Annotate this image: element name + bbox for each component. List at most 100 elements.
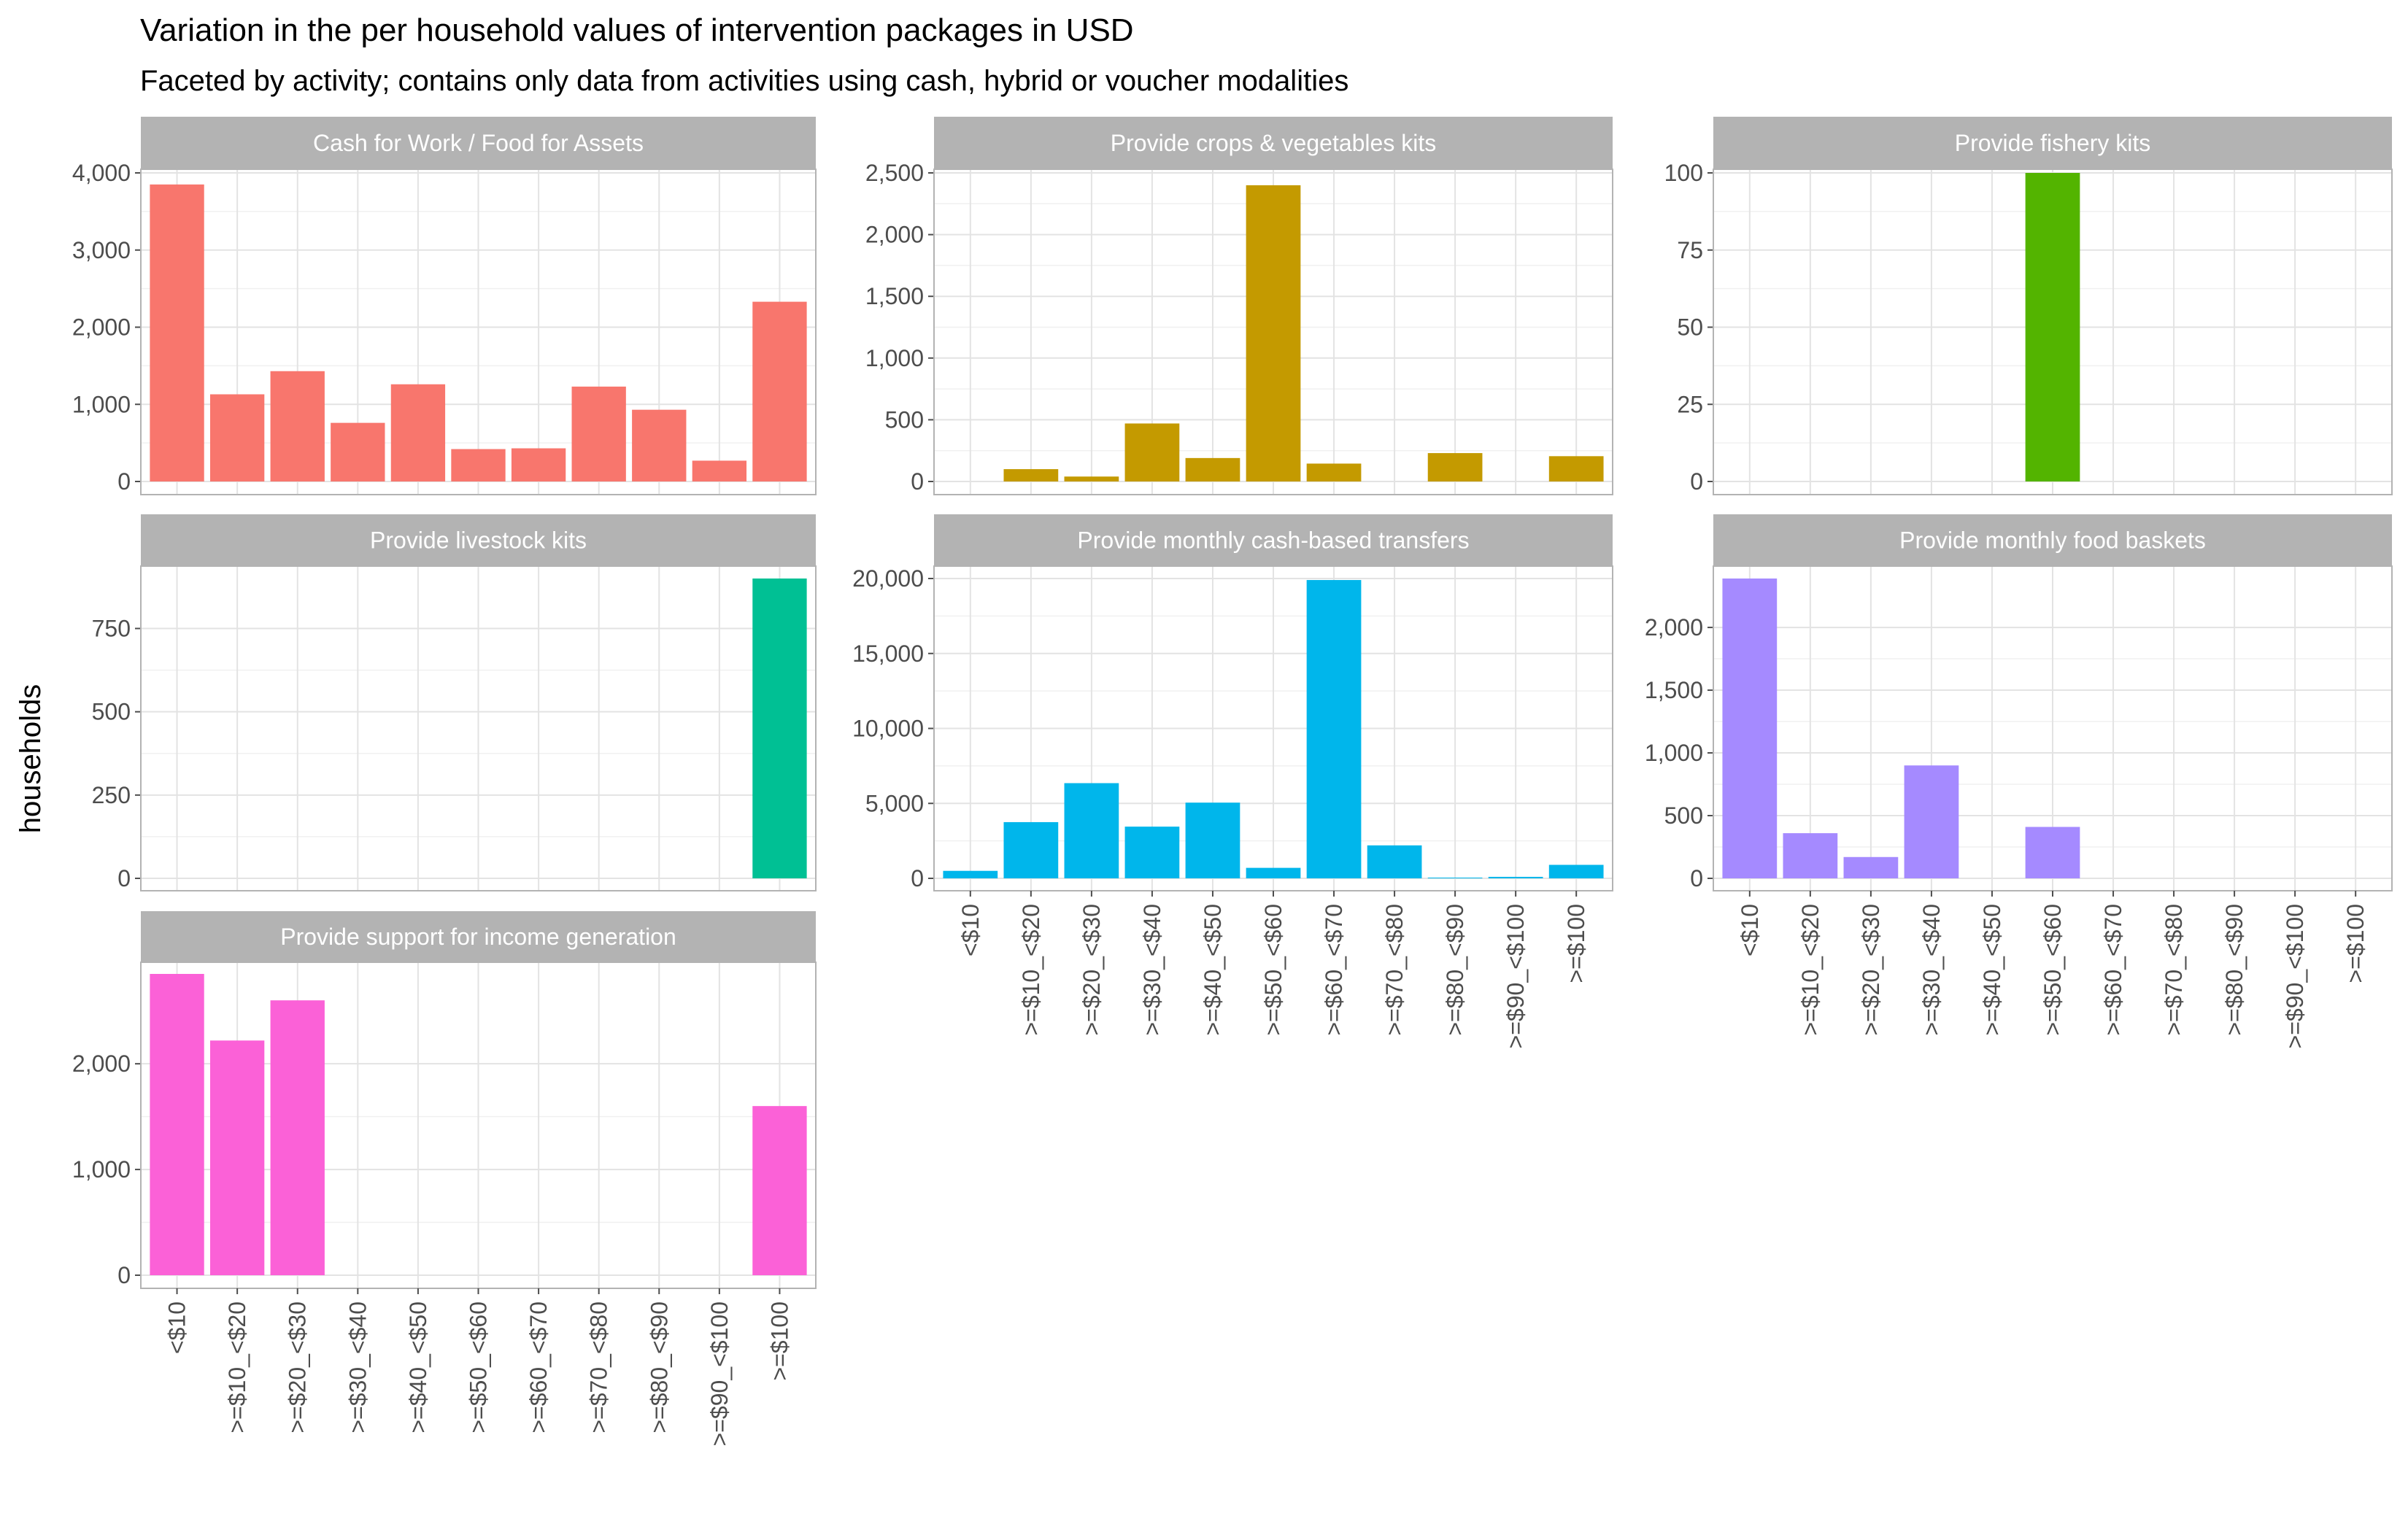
bar [1722, 579, 1778, 878]
x-tick-label: >=$70_<$80 [586, 1301, 612, 1434]
x-tick-label: >=$80_<$90 [1442, 904, 1468, 1036]
y-tick-label: 0 [1690, 468, 1703, 495]
x-tick-label: >=$90_<$100 [2282, 904, 2308, 1048]
panel-border [1713, 169, 2393, 495]
x-tick-label: >=$40_<$50 [405, 1301, 431, 1434]
y-tick-label: 10,000 [852, 716, 924, 742]
x-tick-label: <$10 [957, 904, 984, 956]
x-tick-label: >=$80_<$90 [646, 1301, 672, 1434]
y-tick-label: 500 [1664, 802, 1703, 829]
y-tick-label: 20,000 [852, 565, 924, 592]
y-tick-label: 500 [885, 406, 924, 433]
x-tick-label: >=$10_<$20 [1018, 904, 1044, 1036]
bar [1783, 833, 1838, 878]
bar [150, 184, 204, 482]
x-tick-label: >=$50_<$60 [1260, 904, 1286, 1036]
y-tick-label: 25 [1677, 391, 1703, 417]
x-tick-label: >=$70_<$80 [2161, 904, 2187, 1036]
x-tick-label: >=$20_<$30 [1858, 904, 1884, 1036]
x-tick-label: >=$10_<$20 [1797, 904, 1824, 1036]
panel-border [140, 169, 817, 495]
panel-border [933, 169, 1613, 495]
y-axis-label: households [15, 684, 47, 834]
x-tick-label: >=$100 [1563, 904, 1589, 983]
facet-panel: Cash for Work / Food for Assets 0 1,000 2,0… [72, 117, 817, 495]
bar [1064, 476, 1119, 481]
y-tick-label: 5,000 [865, 790, 924, 816]
y-tick-label: 750 [92, 616, 131, 642]
chart-title: Variation in the per household values of… [140, 12, 1134, 48]
facet-strip [934, 117, 1613, 169]
facet-panel: Provide support for income generation 0 1,… [72, 911, 817, 1446]
x-tick-label: >=$30_<$40 [1139, 904, 1165, 1036]
y-tick-label: 1,500 [1645, 677, 1703, 703]
facet-panel: Provide monthly food baskets 0 500 1,000 1,5… [1645, 514, 2393, 1048]
y-tick-label: 2,000 [72, 1051, 131, 1077]
bar [209, 394, 265, 481]
bar [1246, 867, 1301, 878]
x-tick-label: >=$50_<$60 [2040, 904, 2066, 1036]
x-tick-label: >=$40_<$50 [1979, 904, 2005, 1036]
facet-strip-label: Provide monthly food baskets [1899, 527, 2206, 554]
panel-border [140, 565, 817, 891]
x-tick-label: >=$50_<$60 [466, 1301, 492, 1434]
x-tick-label: >=$60_<$70 [525, 1301, 552, 1434]
bar [270, 371, 325, 481]
bar [331, 422, 385, 481]
facet-panels: Cash for Work / Food for Assets 0 1,000 2,0… [72, 117, 2393, 1446]
bar [1124, 423, 1180, 481]
y-tick-label: 2,000 [865, 222, 924, 248]
x-tick-label: >=$20_<$30 [1078, 904, 1105, 1036]
facet-strip [141, 514, 816, 566]
bar [1488, 876, 1543, 878]
x-tick-label: >=$100 [766, 1301, 792, 1381]
x-tick-label: >=$100 [2342, 904, 2369, 983]
bar [1548, 456, 1604, 481]
x-tick-label: >=$90_<$100 [1502, 904, 1529, 1048]
x-tick-label: >=$90_<$100 [706, 1301, 733, 1446]
y-tick-label: 0 [911, 468, 924, 495]
y-tick-label: 1,500 [865, 283, 924, 309]
bar [390, 384, 446, 481]
y-tick-label: 1,000 [72, 391, 131, 417]
facet-strip-label: Cash for Work / Food for Assets [313, 130, 644, 156]
y-tick-label: 3,000 [72, 237, 131, 263]
facet-panel: Provide livestock kits 0 250 500 750 [92, 514, 817, 891]
x-tick-label: >=$80_<$90 [2221, 904, 2247, 1036]
bar [1124, 827, 1180, 878]
x-tick-label: >=$30_<$40 [1918, 904, 1945, 1036]
facet-panel: Provide crops & vegetables kits 0 500 1,000… [865, 117, 1613, 495]
bar [943, 870, 998, 878]
facet-strip-label: Provide crops & vegetables kits [1111, 130, 1436, 156]
bar [1306, 463, 1362, 481]
y-tick-label: 0 [117, 468, 131, 495]
y-tick-label: 250 [92, 782, 131, 808]
bar [571, 386, 626, 481]
y-tick-label: 1,000 [72, 1156, 131, 1183]
y-tick-label: 2,000 [72, 314, 131, 341]
x-tick-label: >=$20_<$30 [285, 1301, 311, 1434]
bar [1427, 453, 1483, 481]
bar [1843, 856, 1899, 878]
y-tick-label: 500 [92, 699, 131, 725]
bar [451, 449, 506, 481]
y-tick-label: 0 [117, 1262, 131, 1288]
facet-strip [1713, 117, 2392, 169]
bar [752, 1106, 807, 1275]
bar [752, 301, 807, 481]
facet-panel: Provide monthly cash-based transfers 0 5,0… [852, 514, 1613, 1048]
facet-panel: Provide fishery kits 0 25 50 75 100 [1664, 117, 2393, 495]
y-tick-label: 50 [1677, 314, 1703, 341]
bar [209, 1040, 265, 1275]
x-tick-label: >=$60_<$70 [1321, 904, 1347, 1036]
y-tick-label: 2,000 [1645, 614, 1703, 641]
bar [1185, 457, 1240, 481]
x-tick-label: >=$30_<$40 [344, 1301, 371, 1434]
y-tick-label: 4,000 [72, 160, 131, 186]
bar [2025, 827, 2080, 878]
bar [1246, 185, 1301, 482]
bar [1064, 783, 1119, 878]
x-tick-label: <$10 [1737, 904, 1763, 956]
bar [692, 460, 747, 481]
